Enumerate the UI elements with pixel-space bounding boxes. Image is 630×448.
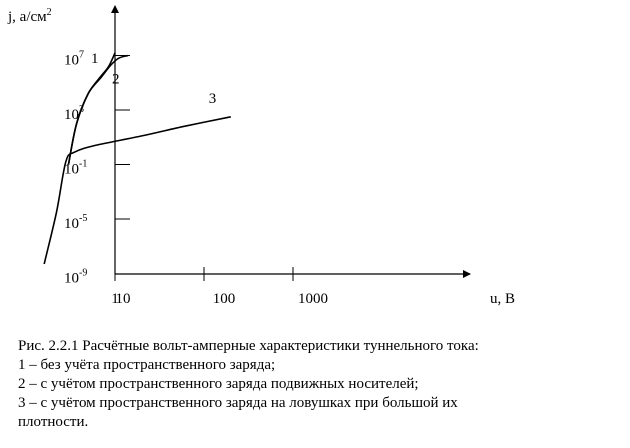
chart-svg: j, а/см2 u, В 110 100 100010-910-510-11031… <box>7 5 515 307</box>
caption-line: 3 – с учётом пространственного заряда на… <box>18 395 458 411</box>
x-tick-label: 1000 <box>298 291 328 307</box>
x-tick-label: 10 <box>116 291 131 307</box>
y-tick-label: 10-9 <box>64 268 87 287</box>
y-tick-label: 10-5 <box>64 213 87 232</box>
series-3-label: 3 <box>209 91 217 107</box>
caption-line: плотности. <box>18 414 89 430</box>
series-2-label: 2 <box>112 72 120 88</box>
caption-line: 2 – с учётом пространственного заряда по… <box>18 376 419 392</box>
y-tick-label: 103 <box>64 104 84 123</box>
caption-line: 1 – без учёта пространственного заряда; <box>18 357 276 373</box>
series-2-line <box>67 54 129 165</box>
y-axis-label: j, а/см2 <box>7 7 52 25</box>
x-axis-label: u, В <box>490 291 515 307</box>
caption-line: Рис. 2.2.1 Расчётные вольт-амперные хара… <box>18 338 479 354</box>
figure-caption: Рис. 2.2.1 Расчётные вольт-амперные хара… <box>18 337 628 432</box>
series-1-label: 1 <box>91 51 99 67</box>
series-3-line <box>43 116 231 265</box>
y-tick-label: 107 <box>64 50 84 69</box>
y-tick-label: 10-1 <box>64 159 87 178</box>
x-tick-label: 1 <box>111 291 119 307</box>
x-tick-label: 100 <box>213 291 236 307</box>
